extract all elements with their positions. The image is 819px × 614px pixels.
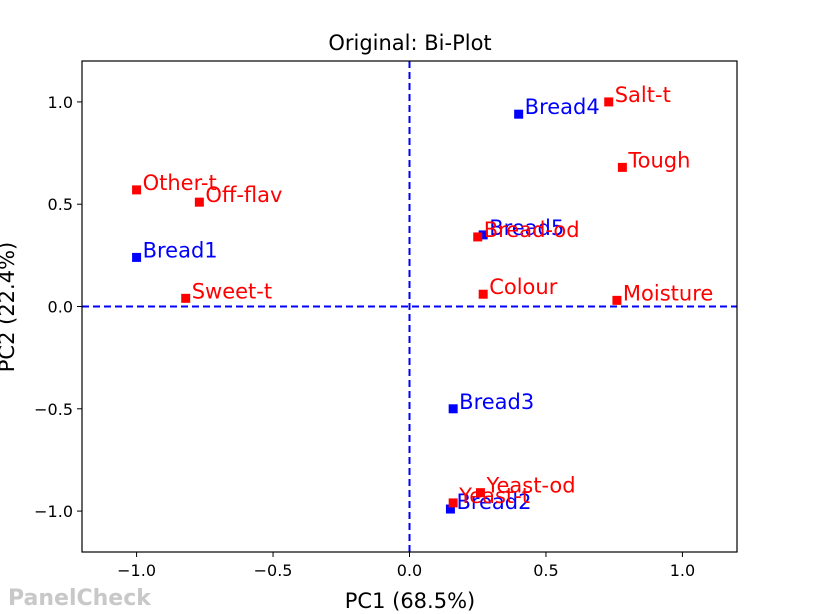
y-tick-label: 1.0 bbox=[48, 93, 73, 112]
panelcheck-watermark: PanelCheck bbox=[8, 586, 151, 611]
attribute-label: Colour bbox=[489, 275, 558, 299]
attribute-label: Yeast-t bbox=[458, 484, 530, 508]
attribute-point bbox=[478, 289, 488, 299]
sample-label: Bread1 bbox=[143, 238, 218, 262]
chart-title: Original: Bi-Plot bbox=[328, 31, 491, 55]
y-tick-label: 0.5 bbox=[48, 195, 73, 214]
x-axis-label: PC1 (68.5%) bbox=[345, 589, 475, 613]
sample-point bbox=[478, 230, 488, 240]
sample-label: Bread4 bbox=[525, 95, 600, 119]
attribute-label: Sweet-t bbox=[192, 279, 272, 303]
attribute-point bbox=[181, 293, 191, 303]
y-tick-label: 0.0 bbox=[48, 298, 73, 317]
attribute-label: Other-t bbox=[143, 171, 217, 195]
sample-point bbox=[514, 109, 524, 119]
attribute-point bbox=[612, 295, 622, 305]
sample-point bbox=[448, 404, 458, 414]
attribute-label: Yeast-od bbox=[485, 474, 575, 498]
y-tick-label: −0.5 bbox=[34, 400, 73, 419]
sample-point bbox=[445, 504, 455, 514]
sample-point bbox=[132, 252, 142, 262]
attribute-label: Bread-od bbox=[484, 218, 580, 242]
attribute-point bbox=[473, 232, 483, 242]
attribute-point bbox=[448, 498, 458, 508]
attribute-point bbox=[604, 97, 614, 107]
attribute-point bbox=[475, 488, 485, 498]
attribute-label: Tough bbox=[627, 148, 690, 172]
attribute-label: Moisture bbox=[623, 281, 713, 305]
x-tick-label: 1.0 bbox=[670, 561, 695, 580]
y-tick-label: −1.0 bbox=[34, 502, 73, 521]
attribute-label: Off-flav bbox=[205, 183, 282, 207]
attribute-point bbox=[617, 162, 627, 172]
y-axis-label: PC2 (22.4%) bbox=[0, 242, 19, 372]
x-tick-label: 0.0 bbox=[397, 561, 422, 580]
x-tick-label: −0.5 bbox=[254, 561, 293, 580]
sample-label: Bread3 bbox=[459, 390, 534, 414]
attribute-label: Salt-t bbox=[615, 83, 671, 107]
sample-label: Bread2 bbox=[456, 490, 531, 514]
x-tick-label: −1.0 bbox=[117, 561, 156, 580]
attribute-point bbox=[194, 197, 204, 207]
attribute-point bbox=[132, 185, 142, 195]
x-tick-label: 0.5 bbox=[533, 561, 558, 580]
sample-label: Bread5 bbox=[489, 216, 564, 240]
